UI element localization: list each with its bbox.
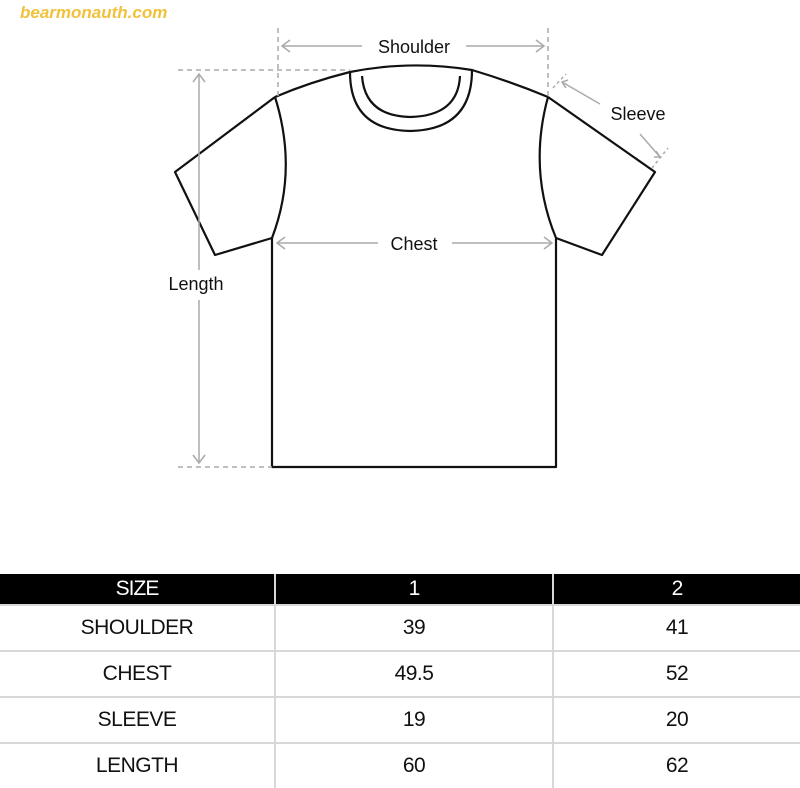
table-row: CHEST 49.5 52 — [0, 650, 800, 697]
tshirt-outline — [173, 64, 657, 469]
row-label: SHOULDER — [0, 604, 275, 651]
watermark-logo: bearmonauth.com — [20, 3, 168, 22]
cell: 49.5 — [274, 650, 553, 697]
chest-label: Chest — [390, 234, 437, 254]
table-row: LENGTH 60 62 — [0, 742, 800, 788]
tshirt-diagram: Shoulder Sleeve Chest Length — [168, 28, 669, 469]
sleeve-label: Sleeve — [610, 104, 665, 124]
table-row: SHOULDER 39 41 — [0, 604, 800, 651]
header-row: SIZE 1 2 — [0, 574, 800, 605]
table-row: SLEEVE 19 20 — [0, 696, 800, 743]
row-label: LENGTH — [0, 742, 275, 788]
cell: 41 — [552, 604, 800, 651]
cell: 20 — [552, 696, 800, 743]
cell: 39 — [274, 604, 553, 651]
cell: 19 — [274, 696, 553, 743]
cell: 60 — [274, 742, 553, 788]
shoulder-label: Shoulder — [378, 37, 450, 57]
measure-lines — [178, 28, 669, 468]
cell: 52 — [552, 650, 800, 697]
row-label: SLEEVE — [0, 696, 275, 743]
length-label: Length — [168, 274, 223, 294]
row-label: CHEST — [0, 650, 275, 697]
header-size-1: 1 — [274, 574, 553, 605]
size-table: SIZE 1 2 SHOULDER 39 41 CHEST 49.5 52 SL… — [0, 574, 800, 788]
cell: 62 — [552, 742, 800, 788]
header-size-2: 2 — [552, 574, 800, 605]
header-size: SIZE — [0, 574, 275, 605]
